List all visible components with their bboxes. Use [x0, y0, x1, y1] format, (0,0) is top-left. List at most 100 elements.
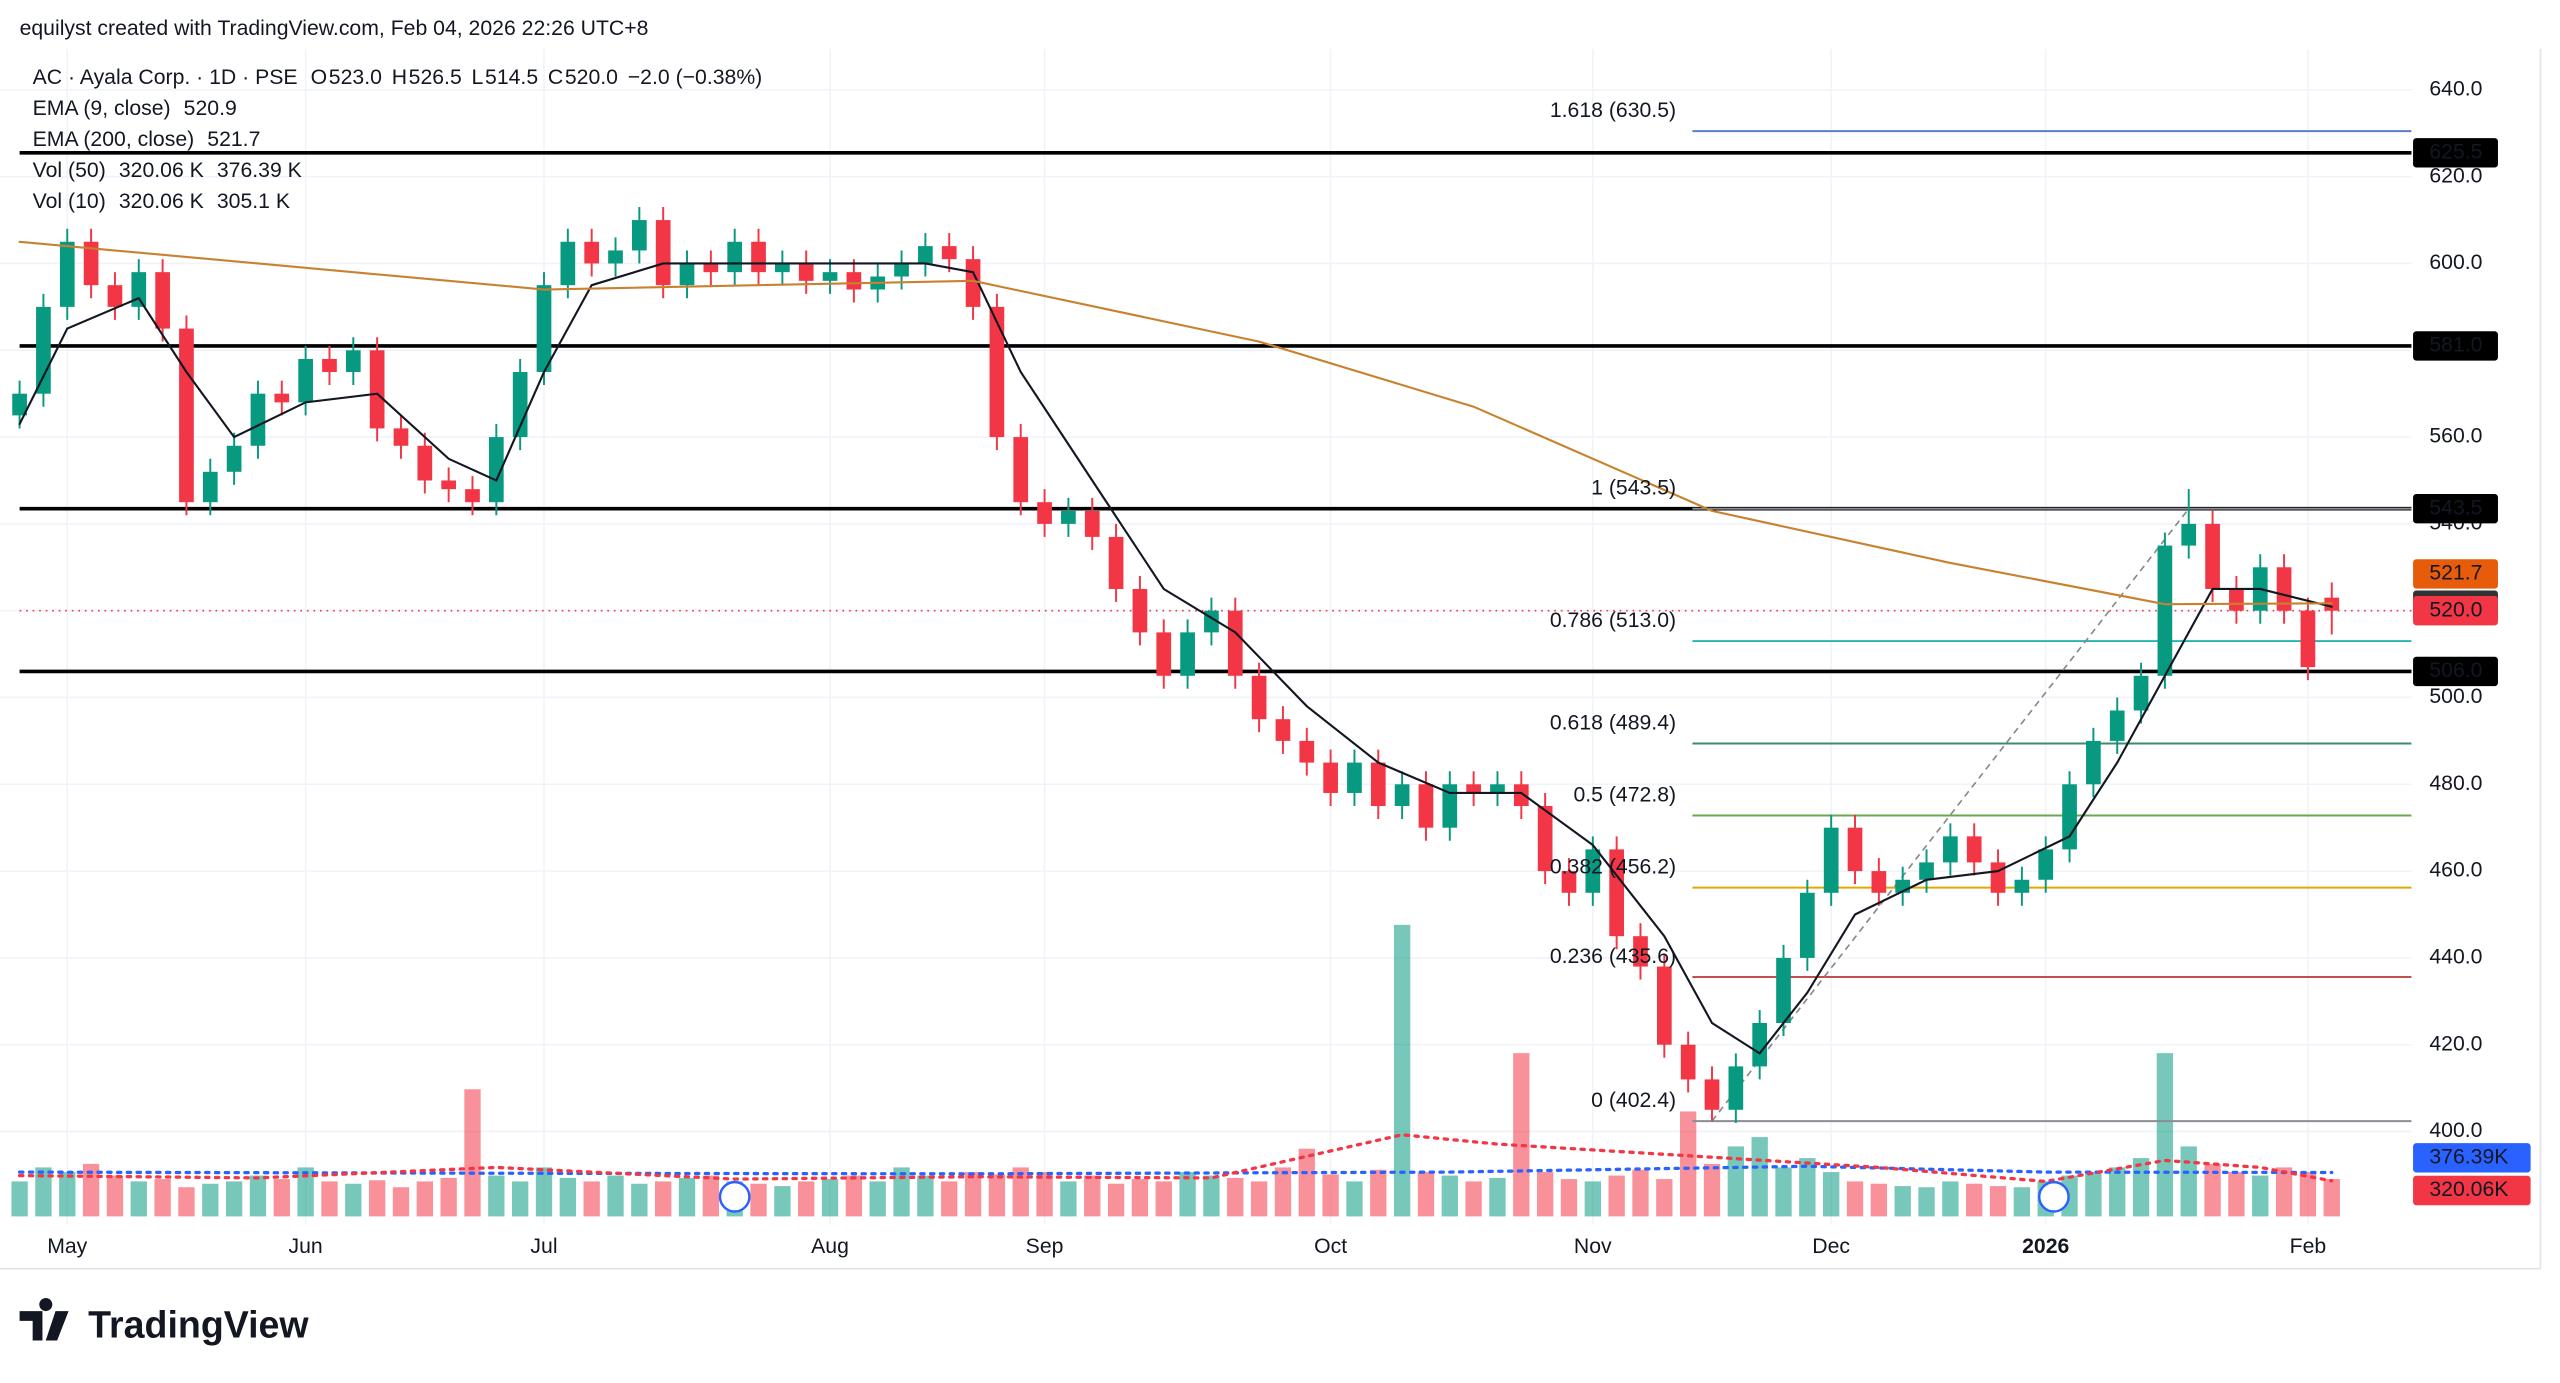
y-tick-label: 620.0: [2429, 164, 2482, 187]
candle-body: [655, 220, 671, 286]
candle-body: [1084, 510, 1100, 537]
volume-bar: [1489, 1177, 1506, 1217]
volume-bar: [1966, 1183, 1983, 1217]
volume-bar: [869, 1181, 886, 1217]
volume-bar: [1203, 1175, 1220, 1217]
indicator-name: EMA (9, close): [33, 97, 171, 120]
volume-bar: [106, 1175, 124, 1217]
indicator-name: EMA (200, close): [33, 128, 195, 151]
volume-bar: [607, 1175, 624, 1217]
y-tick-label: 560.0: [2429, 425, 2482, 448]
volume-bar: [1989, 1186, 2007, 1217]
volume-bar: [1775, 1167, 1792, 1217]
volume-bar: [368, 1180, 386, 1217]
volume-bar: [2156, 1053, 2174, 1217]
candle-body: [1323, 762, 1338, 793]
indicator-value: 305.1 K: [217, 190, 290, 213]
candle-body: [2109, 710, 2125, 741]
candle-body: [1680, 1044, 1696, 1080]
candle-body: [12, 393, 27, 416]
volume-bar: [1918, 1187, 1935, 1217]
overlay: 640.0620.0600.0580.0560.0540.0520.0500.0…: [33, 66, 2531, 1258]
volume-bar: [2204, 1163, 2221, 1217]
volume-bar: [297, 1167, 314, 1217]
volume-bar: [178, 1187, 195, 1217]
symbol: AC · Ayala Corp. · 1D · PSE: [33, 66, 298, 89]
volume-bar: [416, 1181, 433, 1217]
ohlc-value: 514.5: [485, 66, 538, 89]
candle-body: [226, 445, 242, 472]
price-tag-box: [2413, 138, 2498, 168]
candle-body: [298, 358, 313, 403]
candle-body: [1943, 836, 1958, 863]
candle-body: [2014, 879, 2030, 893]
volume-bar: [1250, 1181, 1268, 1217]
candle-body: [1466, 784, 1481, 793]
volume-bar: [321, 1181, 338, 1217]
candle-body: [1919, 862, 1934, 880]
candle-body: [1871, 871, 1887, 893]
price-tag-box: [2413, 595, 2498, 626]
candle-body: [608, 250, 623, 264]
y-tick-label: 420.0: [2429, 1032, 2482, 1055]
dividend-marker: [718, 1180, 751, 1213]
candle-body: [1847, 827, 1863, 872]
candle-body: [369, 350, 385, 429]
price-tag-box: [2413, 1175, 2531, 1206]
candle-body: [441, 480, 456, 490]
candle-body: [250, 393, 266, 446]
volume-bar: [1227, 1177, 1244, 1217]
candle-body: [2062, 784, 2077, 850]
volume-bar: [1632, 1169, 1649, 1217]
candle-body: [1418, 784, 1434, 828]
y-tick-label: 640.0: [2429, 77, 2482, 100]
volume-bar: [1131, 1179, 1149, 1217]
volume-bar: [1846, 1181, 1864, 1217]
volume-bar: [2275, 1167, 2293, 1217]
candle-body: [536, 285, 552, 372]
volume-bar: [1799, 1158, 1816, 1217]
indicator-value: 320.06 K: [119, 159, 204, 182]
candle-body: [560, 241, 576, 286]
volume-bar: [988, 1174, 1006, 1217]
dividend-marker: [2037, 1180, 2070, 1213]
price-tag: 521.7: [2429, 562, 2482, 585]
price-tag: 543.5: [2429, 496, 2482, 519]
ohlc-value: 523.0: [329, 66, 382, 89]
candle-body: [584, 241, 600, 264]
x-tick-label: Dec: [1812, 1235, 1850, 1258]
price-tag-box: [2413, 656, 2498, 687]
price-tag: 625.5: [2429, 140, 2482, 163]
volume-bar: [1942, 1181, 1959, 1217]
fib-label: 0.5 (472.8): [1573, 784, 1676, 807]
volume-bar: [1084, 1175, 1101, 1217]
volume-bar: [702, 1175, 720, 1217]
candle-body: [822, 272, 838, 281]
volume-bar: [535, 1167, 553, 1217]
volume-bar: [345, 1183, 362, 1217]
candle-body: [2181, 523, 2197, 546]
candle-body: [322, 358, 337, 372]
volume-bar: [1465, 1181, 1482, 1217]
volume-bar: [1036, 1172, 1053, 1217]
watermark: equilyst created with TradingView.com, F…: [20, 17, 649, 40]
price-tag: 506.0: [2429, 659, 2482, 682]
y-tick-label: 440.0: [2429, 946, 2482, 969]
volume-bar: [440, 1177, 457, 1217]
candle-body: [1180, 632, 1195, 676]
y-tick-label: 480.0: [2429, 772, 2482, 795]
candle-body: [941, 246, 957, 260]
volume-bar: [130, 1181, 147, 1217]
volume-bar: [1441, 1175, 1458, 1217]
candle-body: [918, 246, 933, 264]
candle-body: [1800, 892, 1815, 958]
volume-bar: [1274, 1167, 1292, 1217]
candle-body: [1347, 762, 1362, 793]
volume-bar: [631, 1183, 648, 1217]
volume-bar: [1346, 1181, 1363, 1217]
x-tick-label: 2026: [2022, 1235, 2069, 1258]
candle-body: [1370, 762, 1386, 806]
volume-bar: [2013, 1187, 2031, 1217]
